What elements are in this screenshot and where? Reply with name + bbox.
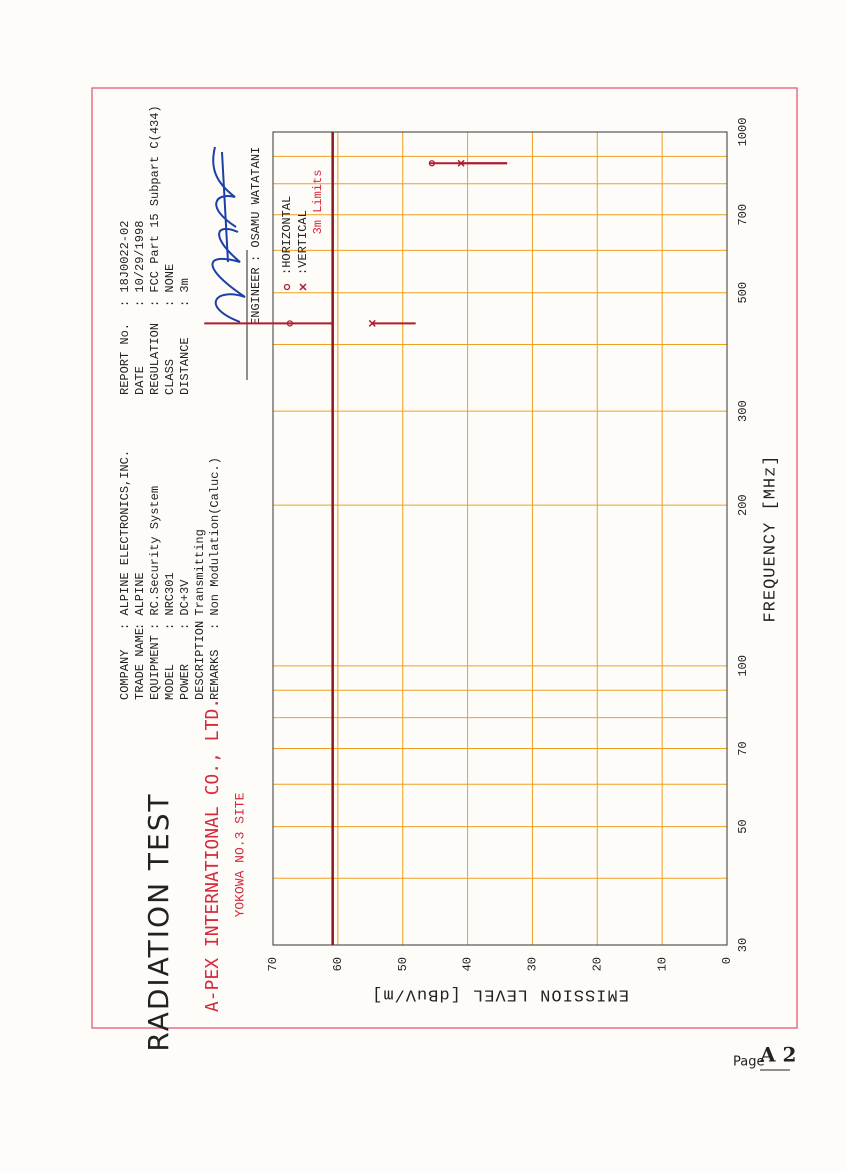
y-tick-label: 40 — [461, 957, 475, 971]
report-label: REGULATION — [148, 323, 162, 395]
info-label: DESCRIPTION — [193, 621, 207, 700]
info-value: : Transmitting — [193, 529, 207, 630]
data-point — [368, 319, 376, 327]
x-tick-label: 50 — [736, 819, 750, 833]
info-value: : DC+3V — [178, 579, 192, 630]
legend-label: :VERTICAL — [296, 210, 310, 275]
report-label: CLASS — [163, 359, 177, 395]
rotated-sheet: RADIATION TEST A-PEX INTERNATIONAL CO., … — [91, 87, 798, 1052]
x-tick-label: 100 — [736, 655, 750, 677]
x-axis-title: FREQUENCY [MHz] — [761, 454, 780, 622]
engineer-label: ENGINEER — [249, 267, 263, 325]
signature — [211, 146, 246, 323]
y-tick-label: 70 — [266, 957, 280, 971]
x-tick-label: 500 — [736, 282, 750, 304]
legend-marker — [283, 283, 291, 291]
x-tick-label: 70 — [736, 741, 750, 755]
report-label: DISTANCE — [178, 337, 192, 395]
report-value: : 3m — [178, 278, 192, 307]
x-tick-label: 200 — [736, 494, 750, 516]
y-axis-title: EMISSION LEVEL [dBuV/m] — [371, 985, 629, 1004]
info-label: TRADE NAME — [133, 628, 147, 700]
plot-frame — [272, 131, 728, 946]
info-label: REMARKS — [208, 650, 222, 700]
info-label: POWER — [178, 664, 192, 700]
y-tick-label: 50 — [396, 957, 410, 971]
info-value: : ALPINE ELECTRONICS,INC. — [118, 450, 132, 630]
y-tick-label: 10 — [655, 957, 669, 971]
y-tick-label: 0 — [720, 957, 734, 964]
limit-label: 3m Limits — [311, 170, 325, 235]
info-label: EQUIPMENT — [148, 635, 162, 700]
y-tick-label: 60 — [331, 957, 345, 971]
report-value: : NONE — [163, 264, 177, 307]
report-value: : FCC Part 15 Subpart C(434) — [148, 105, 162, 307]
y-tick-label: 20 — [590, 957, 604, 971]
engineer-name: : OSAMU WATATANI — [249, 147, 263, 262]
data-point — [286, 320, 294, 327]
site-name: YOKOWA NO.3 SITE — [232, 792, 247, 917]
page-border — [91, 87, 798, 1029]
info-label: COMPANY — [118, 650, 132, 700]
lab-name: A-PEX INTERNATIONAL CO., LTD. — [202, 698, 223, 1012]
page-prefix: Page — [733, 1055, 764, 1070]
data-point — [457, 159, 465, 167]
x-tick-label: 300 — [736, 400, 750, 422]
report-title: RADIATION TEST — [142, 792, 175, 1051]
report-value: : 10/29/1998 — [133, 221, 147, 307]
x-tick-label: 30 — [736, 938, 750, 952]
info-value: : ALPINE — [133, 572, 147, 630]
x-tick-label: 700 — [736, 204, 750, 226]
report-value: : 18J0022-02 — [118, 221, 132, 307]
data-point — [428, 160, 436, 167]
report-label: REPORT No. — [118, 323, 132, 395]
info-value: : RC.Security System — [148, 486, 162, 630]
report-label: DATE — [133, 366, 147, 395]
legend-marker — [299, 283, 307, 291]
info-value: : Non Modulation(Caluc.) — [208, 457, 222, 630]
x-tick-label: 1000 — [736, 118, 750, 147]
page-number: A 2 — [759, 1043, 796, 1067]
info-value: : NRC301 — [163, 572, 177, 630]
y-tick-label: 30 — [526, 957, 540, 971]
info-label: MODEL — [163, 664, 177, 700]
legend-label: :HORIZONTAL — [280, 196, 294, 275]
